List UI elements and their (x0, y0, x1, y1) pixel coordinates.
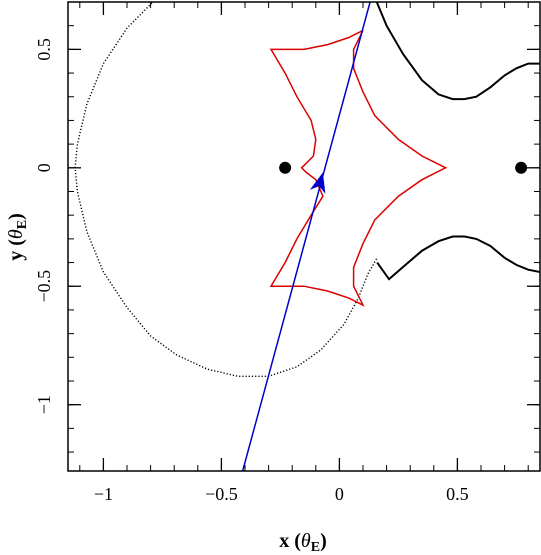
trajectory-arrowhead (309, 172, 326, 194)
y-tick-label: 0.5 (34, 38, 54, 61)
axis-tick-labels: −1 −0.5 0 0.5 −1 −0.5 0 0.5 (34, 38, 469, 504)
x-tick-label: −1 (94, 484, 113, 504)
x-tick-label: −0.5 (205, 484, 238, 504)
y-tick-label: 0 (34, 163, 54, 172)
x-axis-label: x (θE) (279, 530, 327, 555)
y-axis-label: y (θE) (5, 213, 30, 261)
axis-ticks (68, 1, 540, 471)
plot-content (74, 2, 540, 471)
y-tick-label: −0.5 (34, 270, 54, 303)
critical-curve-left (74, 2, 378, 377)
caustic-curve (269, 29, 448, 307)
y-tick-label: −1 (34, 395, 54, 414)
x-tick-label: 0 (335, 484, 344, 504)
lens-mass-point (279, 161, 292, 174)
critical-curve-right-upper (375, 2, 540, 101)
source-trajectory-line (241, 2, 371, 471)
critical-curve-right-lower (376, 235, 540, 281)
x-tick-label: 0.5 (446, 484, 469, 504)
lens-mass-point (515, 161, 528, 174)
plot-frame (67, 1, 541, 472)
